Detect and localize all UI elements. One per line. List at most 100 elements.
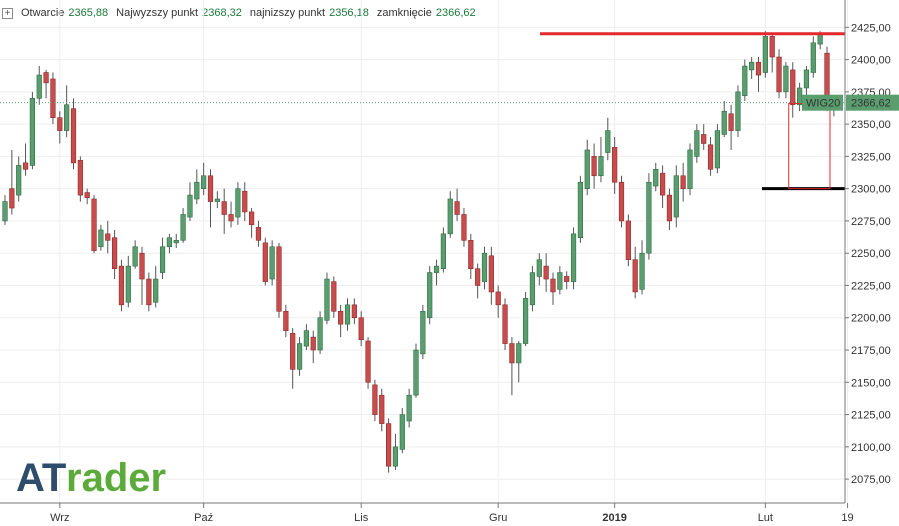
- candle-body-down: [365, 340, 371, 383]
- candle-body-down: [221, 201, 227, 215]
- candle-body-up: [516, 343, 522, 364]
- candle-body-up: [420, 310, 426, 355]
- candle: [776, 49, 782, 99]
- candle: [755, 57, 762, 92]
- candle-body-up: [317, 317, 323, 351]
- candle: [57, 111, 63, 144]
- grid: [0, 0, 849, 503]
- candle-body-up: [687, 149, 693, 189]
- candle: [187, 182, 193, 221]
- candle-body-up: [433, 265, 440, 273]
- candle-body-up: [125, 265, 131, 303]
- candle-body-up: [324, 278, 330, 321]
- candle-body-down: [207, 175, 214, 202]
- candle: [605, 117, 611, 161]
- x-tick-label: Wrz: [50, 512, 69, 524]
- candle-body-down: [659, 172, 666, 196]
- last-price-tag-label: 2366,62: [851, 98, 891, 110]
- candle-body-up: [269, 246, 275, 280]
- candle: [132, 240, 138, 269]
- candle-body-down: [543, 265, 549, 280]
- candle: [296, 337, 303, 376]
- candle: [255, 220, 262, 247]
- candle: [625, 214, 631, 267]
- candle: [146, 272, 152, 312]
- ohlc-header: + Otwarcie 2365,88 Najwyzszy punkt 2368,…: [2, 2, 480, 24]
- candle: [666, 188, 673, 230]
- candle: [331, 276, 337, 318]
- candle: [201, 162, 207, 196]
- candle: [749, 57, 755, 79]
- candle: [344, 298, 351, 331]
- candle-body-up: [344, 304, 351, 325]
- projection-box[interactable]: [788, 102, 831, 190]
- candle: [427, 266, 433, 325]
- candle: [557, 266, 563, 295]
- candle: [440, 227, 447, 273]
- candle-body-down: [379, 394, 385, 424]
- candle-body-up: [605, 130, 611, 153]
- candle-body-up: [36, 74, 42, 99]
- candle-body-up: [810, 42, 816, 73]
- candle-body-up: [762, 36, 768, 73]
- candle-body-down: [351, 304, 357, 319]
- candles: [2, 31, 837, 473]
- candle: [290, 328, 296, 389]
- candle-body-up: [673, 175, 679, 218]
- candle: [36, 66, 42, 105]
- candle-body-up: [399, 414, 405, 450]
- candle: [639, 240, 645, 295]
- candle: [413, 343, 419, 398]
- price-tag: WIG20 2366,62: [802, 94, 899, 111]
- high-label: Najwyzszy punkt: [116, 7, 199, 19]
- candle: [269, 240, 275, 286]
- candle: [317, 311, 323, 354]
- candle-body-down: [262, 242, 268, 282]
- candle: [242, 182, 248, 221]
- candle: [694, 124, 700, 163]
- candle: [516, 340, 522, 383]
- x-tick-label: Gru: [489, 512, 507, 524]
- candle-body-up: [296, 343, 303, 370]
- candle-body-up: [201, 175, 207, 189]
- candle-body-down: [9, 188, 15, 209]
- candle-body-down: [509, 343, 515, 364]
- y-tick-label: 2225,00: [851, 280, 891, 292]
- candle-body-up: [64, 104, 70, 131]
- candle: [221, 188, 227, 234]
- candle: [84, 188, 90, 205]
- candle: [228, 201, 234, 228]
- candle: [324, 272, 330, 325]
- candle-body-down: [769, 36, 775, 58]
- instrument-tag-label: WIG20: [806, 98, 840, 110]
- candle-body-down: [290, 332, 296, 370]
- candle: [721, 100, 727, 138]
- candle-body-up: [235, 188, 241, 218]
- low-label: najnizszy punkt: [249, 7, 326, 19]
- candle-body-up: [159, 246, 166, 273]
- candle: [673, 165, 679, 228]
- candle: [194, 169, 200, 205]
- candle-body-up: [194, 181, 200, 200]
- candle: [790, 62, 796, 118]
- candle: [9, 149, 15, 215]
- y-tick-label: 2300,00: [851, 184, 891, 196]
- candle-body-up: [694, 130, 700, 157]
- candle-body-up: [132, 246, 138, 267]
- candle: [461, 208, 467, 247]
- candle-body-down: [57, 117, 63, 131]
- candle: [543, 253, 549, 292]
- candle-body-up: [440, 233, 447, 269]
- candle: [64, 85, 70, 138]
- y-tick-label: 2150,00: [851, 377, 891, 389]
- candle: [502, 298, 508, 351]
- candle-body-down: [139, 252, 145, 280]
- candle: [584, 139, 590, 196]
- candle: [338, 304, 344, 338]
- candle-body-down: [338, 310, 344, 325]
- legend-toggle-icon[interactable]: +: [2, 7, 13, 19]
- candle: [173, 233, 179, 249]
- candle: [618, 175, 625, 228]
- low-value: 2356,18: [329, 7, 369, 19]
